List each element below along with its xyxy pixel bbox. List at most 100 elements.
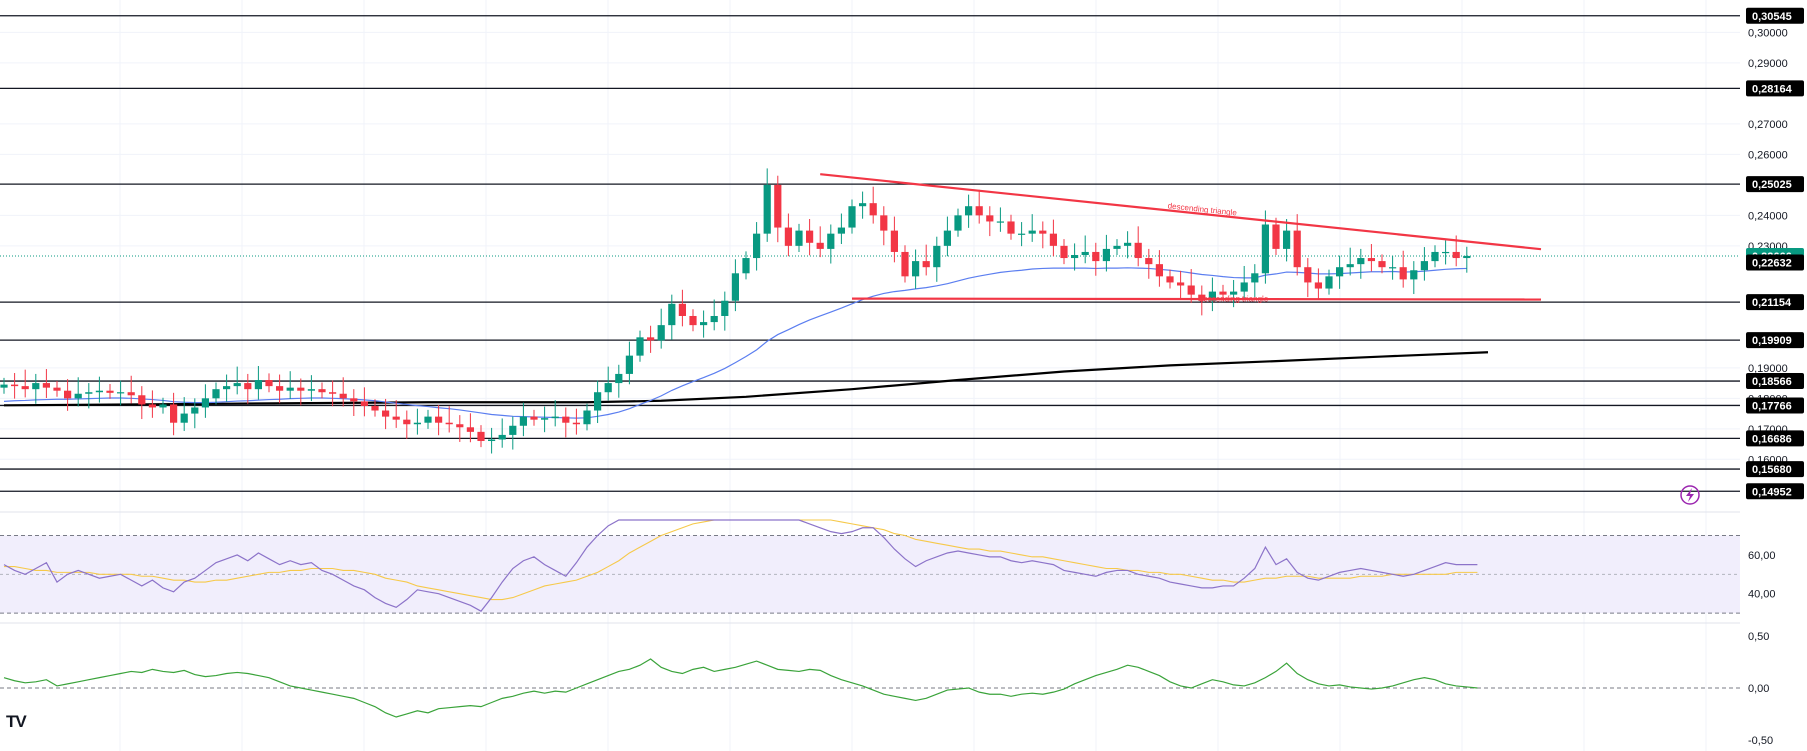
candle-bull <box>307 389 315 391</box>
triangle-lower-line <box>851 297 1542 301</box>
candle-bull <box>1336 267 1344 277</box>
slow-ma-line <box>3 351 1489 407</box>
candle-bear <box>1039 230 1047 234</box>
candle-bear <box>1187 285 1195 295</box>
candle-bear <box>265 380 273 387</box>
candle-bull <box>541 418 549 420</box>
candle-bear <box>466 427 474 432</box>
candle-bear <box>1166 276 1174 283</box>
level-badge-bg <box>1746 430 1804 447</box>
horizontal-levels <box>0 15 1740 492</box>
osc-tick-label: 0,00 <box>1748 683 1769 695</box>
candle-bull <box>604 383 612 393</box>
candle-bull <box>700 322 708 326</box>
candle-bull <box>1208 291 1216 301</box>
rsi-line <box>3 519 1478 612</box>
candle-bull <box>1420 261 1428 271</box>
price-tick-label: 0,27000 <box>1748 119 1788 131</box>
candle-bear <box>1219 291 1227 295</box>
candle-bear <box>890 230 898 252</box>
level-badge-bg <box>1746 461 1804 478</box>
tradingview-logo[interactable]: TV <box>6 712 27 731</box>
oscillator-panel <box>0 622 1807 718</box>
candle-bear <box>1134 242 1142 259</box>
candle-bull <box>912 261 920 277</box>
level-badge-text: 0,28164 <box>1752 83 1793 95</box>
candle-bull <box>1028 230 1036 234</box>
level-badge-text: 0,14952 <box>1752 486 1792 498</box>
candle-bull <box>1240 282 1248 292</box>
candle-bull <box>1102 248 1110 262</box>
candle-bull <box>488 439 496 442</box>
candle-bull <box>1431 251 1439 262</box>
candle-bear <box>350 398 358 402</box>
candle-bull <box>1124 242 1132 246</box>
candle-bear <box>445 422 453 425</box>
candle-bear <box>880 215 888 231</box>
candle-bull <box>1230 291 1238 295</box>
rsi-panel <box>0 511 1807 614</box>
candle-bear <box>1314 282 1322 289</box>
candle-bull <box>117 392 125 394</box>
candle-bear <box>360 401 368 406</box>
candle-bull <box>223 386 231 390</box>
candle-bull <box>212 389 220 399</box>
candle-bear <box>901 251 909 277</box>
candle-bull <box>668 303 676 326</box>
candle-bull <box>286 387 294 391</box>
candle-bear <box>572 422 580 425</box>
candle-bear <box>1092 251 1100 262</box>
lightning-icon[interactable] <box>1680 485 1700 505</box>
candle-bear <box>678 303 686 316</box>
osc-line <box>3 658 1478 718</box>
candlesticks <box>0 168 1471 454</box>
candle-bull <box>859 203 867 207</box>
candle-bear <box>689 315 697 326</box>
candle-bull <box>721 300 729 316</box>
candle-bull <box>0 384 8 388</box>
candle-bull <box>191 407 199 414</box>
candle-bear <box>806 230 814 243</box>
candle-bear <box>403 419 411 425</box>
candle-bull <box>424 416 432 423</box>
candle-bear <box>1049 233 1057 246</box>
candle-bull <box>933 245 941 268</box>
candle-bear <box>339 393 347 399</box>
candle-bull <box>615 373 623 384</box>
candle-bear <box>1304 267 1312 283</box>
rsi-tick-label: 40,00 <box>1748 589 1776 601</box>
candle-bear <box>42 383 50 388</box>
candle-bear <box>562 416 570 423</box>
candle-bull <box>954 215 962 231</box>
candle-bull <box>1325 276 1333 289</box>
candle-bull <box>848 206 856 228</box>
candle-bull <box>1251 273 1259 283</box>
candle-bear <box>127 392 135 396</box>
candle-bear <box>774 184 782 228</box>
candle-bull <box>95 390 103 393</box>
candle-bear <box>1145 258 1153 265</box>
candle-bear <box>975 206 983 216</box>
osc-tick-label: 0,50 <box>1748 631 1769 643</box>
candle-bull <box>551 416 559 419</box>
candle-bear <box>1367 258 1375 262</box>
candle-bear <box>392 416 400 420</box>
candle-bull <box>180 413 188 423</box>
level-badge-bg <box>1746 7 1804 24</box>
candle-bear <box>1177 282 1185 286</box>
candle-bull <box>710 315 718 323</box>
candle-bull <box>943 230 951 246</box>
candle-bull <box>519 416 527 426</box>
level-badge-text: 0,18566 <box>1752 376 1792 388</box>
candle-bear <box>371 405 379 411</box>
candle-bull <box>996 221 1004 223</box>
candle-bull <box>509 425 517 435</box>
candle-bull <box>74 393 82 399</box>
candle-bear <box>456 424 464 428</box>
rsi-tick-label: 60,00 <box>1748 550 1776 562</box>
candle-bull <box>1018 233 1026 235</box>
candle-bull <box>85 392 93 394</box>
candle-bear <box>647 337 655 341</box>
candle-bear <box>1452 251 1460 259</box>
